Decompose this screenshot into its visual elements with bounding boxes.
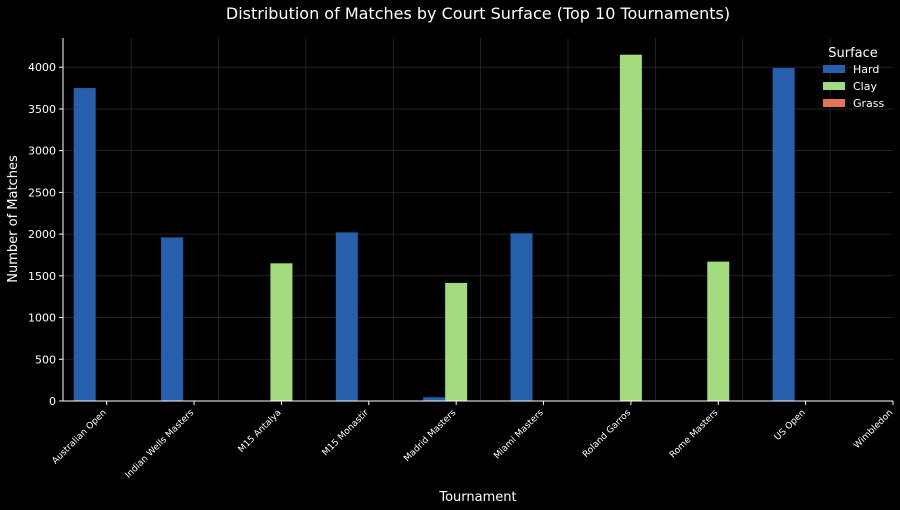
y-tick-label: 3000 xyxy=(28,145,56,158)
bar-clay xyxy=(619,54,642,401)
y-ticks: 0 500 1000 1500 2000 2500 3000 3500 4000 xyxy=(28,61,63,408)
bar-clay xyxy=(707,261,730,401)
x-tick-label: Miami Masters xyxy=(492,408,545,461)
chart-title: Distribution of Matches by Court Surface… xyxy=(226,4,730,23)
bar-hard xyxy=(510,233,533,401)
y-tick-label: 3500 xyxy=(28,103,56,116)
x-tick-label: Madrid Masters xyxy=(402,408,458,464)
bar-clay xyxy=(445,282,468,401)
y-axis-label: Number of Matches xyxy=(6,155,21,283)
x-tick-label: Australian Open xyxy=(51,408,109,466)
x-tick-label: Wimbledon xyxy=(852,408,895,451)
legend-label: Hard xyxy=(853,63,879,76)
legend-swatch xyxy=(823,82,845,90)
bar-clay xyxy=(270,263,293,401)
bar-hard xyxy=(73,88,96,401)
legend-title: Surface xyxy=(828,46,878,61)
bar-hard xyxy=(772,68,795,401)
y-tick-label: 500 xyxy=(35,353,56,366)
x-tick-label: US Open xyxy=(773,408,808,443)
legend-swatch xyxy=(823,99,845,107)
y-tick-label: 0 xyxy=(49,395,56,408)
x-tick-label: Indian Wells Masters xyxy=(124,408,197,481)
x-tick-label: Roland Garros xyxy=(581,408,633,460)
x-axis-label: Tournament xyxy=(438,490,516,505)
x-tick-label: M15 Antalya xyxy=(237,408,284,455)
x-tick-label: M15 Monastir xyxy=(321,408,371,458)
legend: Surface Hard Clay Grass xyxy=(823,46,885,110)
x-tick-label: Rome Masters xyxy=(668,408,721,461)
legend-label: Clay xyxy=(853,80,877,93)
bar-hard xyxy=(423,397,446,401)
grid-layer xyxy=(63,38,893,402)
y-tick-label: 4000 xyxy=(28,61,56,74)
y-tick-label: 1500 xyxy=(28,270,56,283)
legend-label: Grass xyxy=(853,97,885,110)
legend-swatch xyxy=(823,65,845,73)
bar-hard xyxy=(335,232,358,401)
y-tick-label: 2000 xyxy=(28,228,56,241)
bars-layer xyxy=(73,54,795,401)
x-ticks: Australian Open Indian Wells Masters M15 A… xyxy=(51,401,895,481)
y-tick-label: 1000 xyxy=(28,312,56,325)
y-tick-label: 2500 xyxy=(28,186,56,199)
bar-hard xyxy=(161,237,184,401)
